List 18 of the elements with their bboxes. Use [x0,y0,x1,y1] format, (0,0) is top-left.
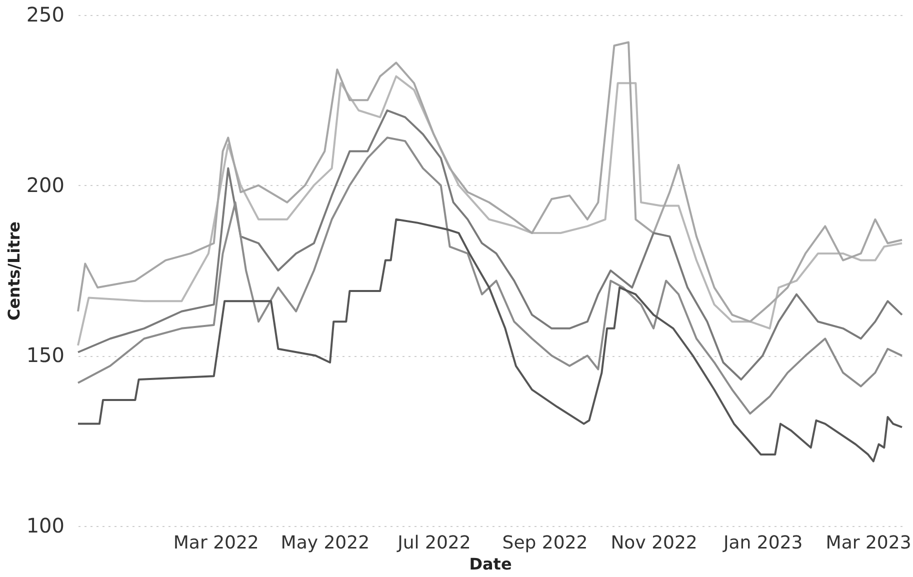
x-tick-label: Nov 2022 [610,532,698,554]
line-series [77,109,903,381]
x-tick-label: May 2022 [280,532,370,554]
x-tick-label: Mar 2023 [826,532,912,554]
x-tick-label: Sep 2022 [502,532,588,554]
line-series [77,136,903,415]
y-axis-title: Cents/Litre [4,221,24,321]
y-tick-label: 100 [26,514,64,538]
x-tick-label: Jan 2023 [722,532,803,554]
line-series [77,41,903,323]
y-tick-label: 150 [26,343,64,368]
x-axis-title: Date [469,554,512,574]
x-tick-label: Mar 2022 [173,532,259,554]
y-tick-label: 250 [26,2,64,26]
line-series [77,218,903,462]
x-tick-label: Jul 2022 [396,532,471,554]
y-tick-label: 200 [26,172,64,197]
line-series [77,75,903,346]
